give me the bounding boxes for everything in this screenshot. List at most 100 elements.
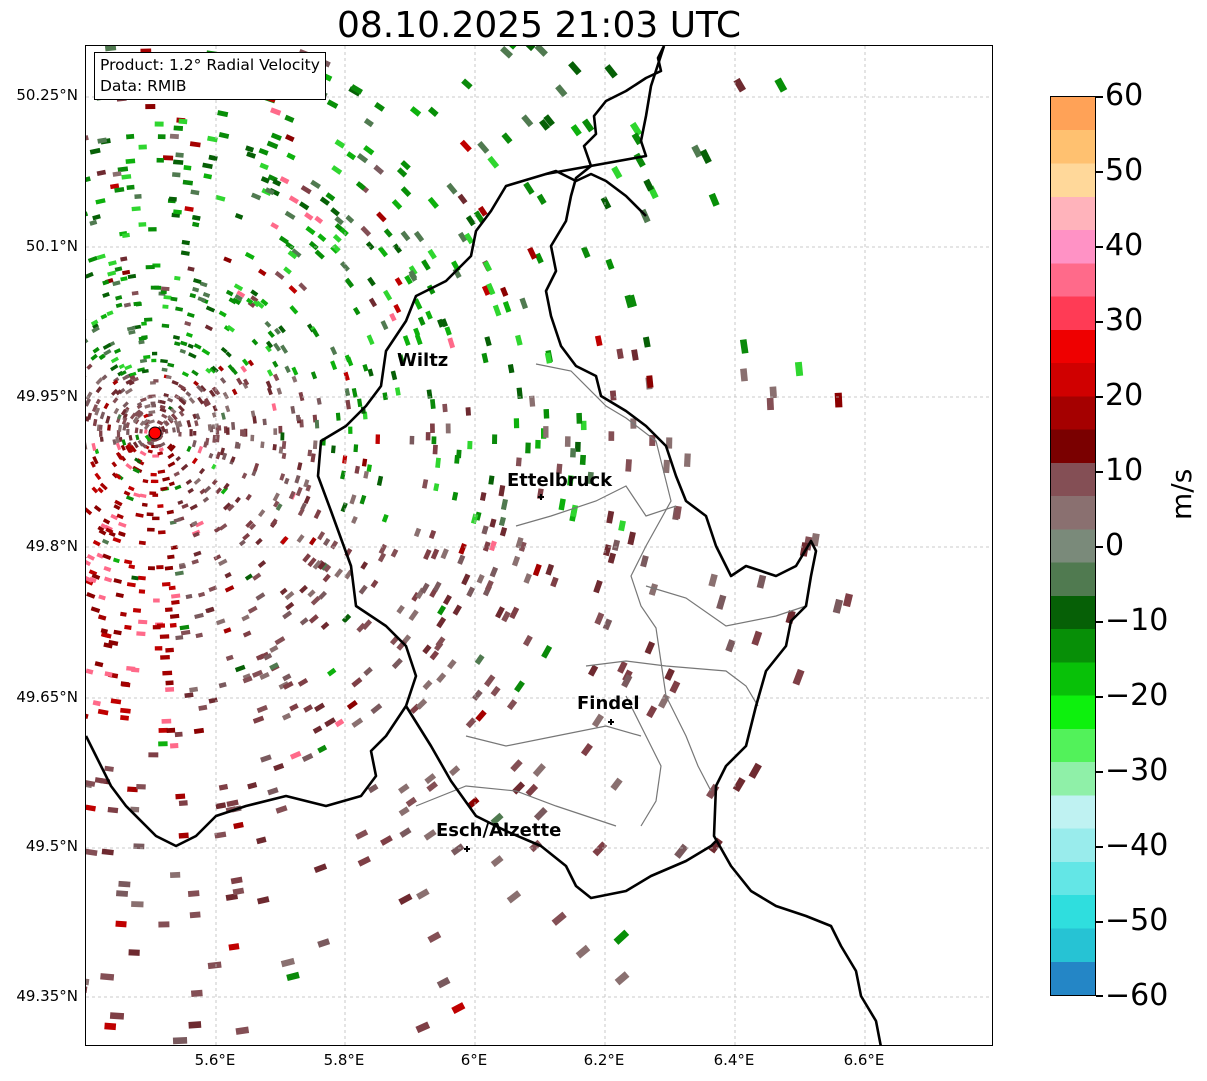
velocity-gate [304, 212, 314, 221]
velocity-gate [132, 416, 139, 424]
velocity-gate [113, 629, 122, 636]
velocity-gate [115, 302, 123, 309]
velocity-gate [408, 609, 419, 622]
velocity-gate [90, 319, 99, 326]
velocity-gate [157, 134, 166, 140]
velocity-gate [132, 467, 141, 474]
velocity-gate [211, 479, 218, 486]
velocity-gate [174, 484, 182, 491]
velocity-gate [278, 425, 283, 434]
velocity-gate [267, 787, 279, 796]
velocity-gate [215, 487, 223, 495]
velocity-gate [259, 162, 269, 171]
velocity-gate [608, 431, 615, 441]
velocity-gate [792, 668, 805, 686]
velocity-gate [308, 537, 317, 546]
velocity-gate [326, 667, 337, 677]
velocity-gate [139, 429, 143, 434]
velocity-gate [366, 464, 372, 472]
velocity-gate [189, 292, 197, 299]
velocity-gate [437, 318, 445, 328]
velocity-gate [174, 275, 181, 281]
velocity-gate [280, 957, 295, 968]
velocity-gate [133, 843, 145, 850]
velocity-gate [348, 426, 353, 434]
velocity-gate [194, 612, 204, 619]
velocity-gate [353, 444, 359, 453]
velocity-gate [144, 404, 151, 409]
velocity-gate [442, 594, 452, 606]
velocity-gate [189, 503, 198, 511]
velocity-gate [427, 106, 439, 118]
velocity-gate [174, 570, 184, 576]
y-tick-label: 49.95°N [16, 387, 78, 405]
velocity-gate [501, 610, 511, 623]
velocity-gate [218, 558, 228, 567]
velocity-gate [157, 425, 163, 432]
velocity-gate [515, 536, 524, 549]
velocity-gate [436, 976, 451, 989]
velocity-gate [100, 313, 108, 320]
velocity-gate [307, 557, 317, 568]
velocity-gate [117, 166, 129, 173]
velocity-gate [177, 420, 183, 428]
velocity-gate [127, 485, 135, 492]
velocity-gate [445, 423, 451, 434]
radar-map[interactable] [85, 45, 993, 1046]
velocity-gate [103, 402, 110, 410]
velocity-gate [123, 302, 132, 308]
velocity-gate [534, 46, 548, 57]
velocity-gate [180, 463, 189, 471]
velocity-gate [128, 949, 140, 956]
velocity-gate [143, 354, 151, 360]
velocity-gate [408, 265, 418, 276]
velocity-gate [514, 680, 525, 693]
velocity-gate [152, 516, 160, 521]
velocity-gate [220, 412, 226, 420]
velocity-gate [153, 598, 160, 603]
velocity-gate [271, 403, 277, 412]
velocity-gate [285, 601, 295, 611]
velocity-gate [107, 270, 117, 277]
colorbar-tick-label: 60 [1105, 78, 1144, 113]
velocity-gate [172, 1037, 188, 1045]
velocity-gate [208, 452, 214, 459]
velocity-gate [138, 540, 146, 546]
velocity-gate [143, 429, 148, 434]
velocity-gate [312, 559, 322, 570]
velocity-gate [579, 454, 587, 465]
velocity-gate [234, 213, 244, 220]
velocity-gate [481, 352, 489, 364]
velocity-gate [95, 398, 101, 405]
y-tick-label: 50.1°N [25, 237, 78, 255]
velocity-gate [166, 727, 176, 734]
velocity-gate [218, 783, 229, 791]
velocity-gate [310, 453, 316, 463]
velocity-gate [354, 465, 360, 474]
velocity-gate [101, 632, 112, 639]
velocity-gate [216, 618, 226, 626]
velocity-gate [118, 531, 126, 538]
colorbar-tick-label: −30 [1105, 753, 1169, 788]
velocity-gate [473, 210, 485, 224]
velocity-gate [740, 368, 748, 382]
velocity-gate [225, 289, 234, 297]
velocity-gate [167, 414, 174, 422]
velocity-gate [488, 475, 495, 485]
velocity-gate [442, 403, 448, 413]
velocity-gate [230, 456, 236, 463]
velocity-gate [243, 378, 250, 386]
velocity-gate [244, 573, 253, 581]
velocity-gate [397, 354, 405, 363]
velocity-gate [86, 135, 89, 142]
velocity-gate [86, 211, 89, 218]
velocity-gate [640, 555, 649, 568]
velocity-gate [357, 856, 371, 867]
velocity-gate [234, 496, 241, 504]
velocity-gate [242, 381, 249, 389]
velocity-gate [178, 800, 188, 807]
velocity-gate [357, 398, 363, 408]
velocity-gate [92, 455, 99, 465]
velocity-gate [511, 781, 526, 795]
velocity-gate [164, 428, 169, 434]
